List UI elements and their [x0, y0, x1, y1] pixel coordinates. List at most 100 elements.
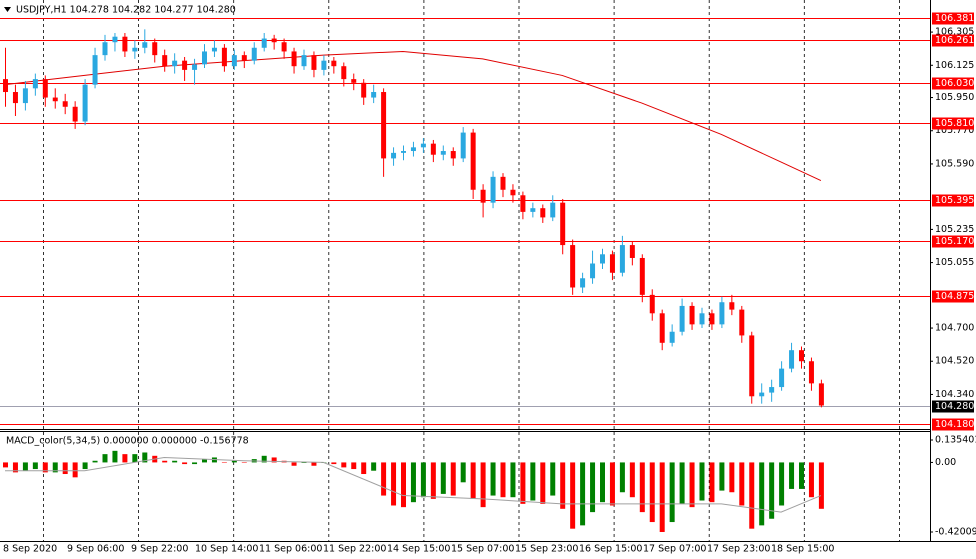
candle-body — [321, 60, 327, 70]
candle-body — [789, 350, 795, 369]
macd-bar — [351, 462, 357, 470]
y-tick-label: 105.055 — [935, 257, 974, 268]
macd-bar — [132, 454, 138, 463]
level-label-box — [932, 418, 974, 431]
macd-bar — [381, 462, 387, 496]
candle-body — [520, 195, 526, 212]
candle-body — [808, 361, 814, 384]
candle-body — [709, 313, 715, 325]
candle-body — [510, 189, 516, 196]
y-tick-label: 104.520 — [935, 356, 974, 367]
y-tick-label: 105.770 — [935, 125, 974, 136]
candle-body — [331, 60, 337, 67]
candle-body — [351, 79, 357, 83]
y-tick-label: 106.125 — [935, 60, 974, 71]
candle-body — [22, 88, 28, 104]
macd-bar — [818, 462, 824, 509]
chart-header: USDJPY,H1 104.278 104.282 104.277 104.28… — [16, 5, 236, 16]
y-tick-label: 105.235 — [935, 224, 974, 235]
current-price-box — [932, 400, 974, 413]
macd-bar — [52, 462, 58, 473]
level-label: 105.395 — [935, 195, 974, 206]
x-tick-label: 11 Sep 06:00 — [259, 544, 322, 555]
macd-bar — [460, 462, 466, 483]
level-label-box — [932, 290, 974, 303]
level-label: 105.170 — [935, 236, 974, 247]
level-label-box — [932, 235, 974, 248]
level-label: 104.180 — [935, 419, 974, 430]
macd-bar — [669, 462, 675, 523]
level-label: 105.810 — [935, 118, 974, 129]
candle-body — [52, 97, 58, 102]
candle-body — [12, 92, 18, 104]
x-tick-label: 15 Sep 23:00 — [515, 544, 578, 555]
x-tick-label: 11 Sep 22:00 — [323, 544, 386, 555]
candle-body — [251, 47, 257, 61]
macd-bar — [341, 462, 347, 468]
x-tick-label: 18 Sep 15:00 — [771, 544, 834, 555]
macd-bar — [789, 462, 795, 489]
candle-body — [530, 208, 536, 212]
candle-body — [311, 55, 317, 70]
macd-bar — [769, 462, 775, 519]
y-tick-label: 105.590 — [935, 158, 974, 169]
y2-tick-label: -0.42009 — [935, 527, 976, 538]
plot — [0, 18, 930, 532]
macd-bar — [540, 462, 546, 504]
candle-body — [102, 42, 108, 56]
macd-bar — [799, 462, 804, 489]
candle-body — [211, 47, 217, 52]
macd-bar — [192, 462, 198, 465]
x-tick-label: 9 Sep 06:00 — [67, 544, 124, 555]
moving-average — [4, 50, 822, 181]
y-tick-label: 105.950 — [935, 92, 974, 103]
candle-body — [261, 38, 267, 48]
macd-bar — [162, 460, 168, 463]
macd-bar — [92, 460, 98, 463]
macd-bar — [600, 462, 605, 503]
candle-body — [818, 383, 824, 406]
level-label-box — [932, 34, 974, 47]
macd-bar — [739, 462, 745, 506]
level-label: 106.030 — [935, 78, 974, 89]
macd-bar — [530, 462, 536, 501]
macd-bar — [649, 462, 655, 523]
candle-body — [231, 55, 237, 67]
x-tick-label: 8 Sep 2020 — [3, 544, 57, 555]
macd-bar — [759, 462, 765, 526]
candle-body — [401, 151, 406, 153]
x-tick-label: 17 Sep 07:00 — [643, 544, 706, 555]
candle-body — [202, 51, 207, 65]
candle-body — [600, 254, 605, 264]
y-tick-label: 104.700 — [935, 323, 974, 334]
current-price-label: 104.280 — [935, 401, 974, 412]
level-label-box — [932, 12, 974, 25]
macd-bar — [62, 462, 68, 475]
candle-body — [162, 55, 168, 67]
candle-body — [152, 42, 158, 56]
candle-body — [689, 305, 695, 325]
candle-body — [580, 278, 586, 288]
candle-body — [381, 92, 387, 159]
macd-bar — [301, 462, 307, 463]
macd-bar — [42, 462, 48, 473]
macd-bar — [401, 462, 406, 508]
macd-bar — [261, 455, 267, 463]
candle-body — [500, 176, 506, 190]
candle-body — [3, 79, 8, 93]
level-label: 106.381 — [935, 13, 974, 24]
candle-body — [92, 55, 98, 85]
candle-body — [142, 42, 148, 48]
candle-body — [570, 245, 576, 288]
macd-bar — [361, 462, 367, 475]
candle-body — [271, 38, 277, 43]
macd-bar — [241, 462, 247, 463]
macd-bar — [102, 454, 108, 463]
x-tick-label: 17 Sep 23:00 — [707, 544, 770, 555]
x-tick-label: 9 Sep 22:00 — [131, 544, 188, 555]
macd-bar — [609, 462, 615, 506]
macd-bar — [629, 462, 635, 498]
menu-icon[interactable] — [4, 7, 11, 12]
y2-tick-label: 0.00 — [935, 457, 956, 468]
